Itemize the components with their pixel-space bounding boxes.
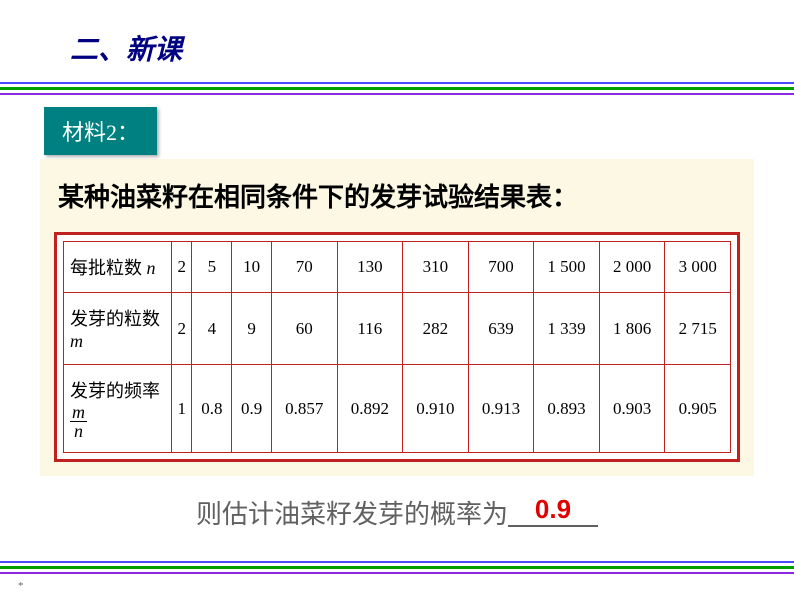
table-cell: 60 [272,293,338,365]
table-cell: 0.8 [192,365,232,453]
table-cell: 0.893 [534,365,600,453]
table-cell: 1 339 [534,293,600,365]
table-cell: 3 000 [665,242,731,293]
row-header: 发芽的粒数 m [64,293,172,365]
table-cell: 310 [403,242,469,293]
table-cell: 10 [232,242,272,293]
row-header: 每批粒数 n [64,242,172,293]
table-cell: 2 [172,293,192,365]
row-header: 发芽的频率mn [64,365,172,453]
conclusion-text: 则估计油菜籽发芽的概率为 [196,500,508,529]
table-cell: 1 500 [534,242,600,293]
footnote-star: * [18,580,24,592]
content-title: 某种油菜籽在相同条件下的发芽试验结果表： [58,177,736,214]
material-label: 材料2： [44,107,157,155]
data-table-wrap: 每批粒数 n 2 5 10 70 130 310 700 1 500 2 000… [54,232,740,462]
table-cell: 5 [192,242,232,293]
table-cell: 282 [403,293,469,365]
table-row: 发芽的频率mn 1 0.8 0.9 0.857 0.892 0.910 0.91… [64,365,731,453]
data-table: 每批粒数 n 2 5 10 70 130 310 700 1 500 2 000… [63,241,731,453]
table-row: 发芽的粒数 m 2 4 9 60 116 282 639 1 339 1 806… [64,293,731,365]
table-cell: 0.857 [272,365,338,453]
answer-blank: 0.9 [508,494,598,527]
table-cell: 4 [192,293,232,365]
table-cell: 70 [272,242,338,293]
conclusion-line: 则估计油菜籽发芽的概率为 0.9 [0,494,794,531]
table-cell: 2 [172,242,192,293]
table-cell: 2 000 [599,242,665,293]
section-title: 二、新课 [70,28,794,68]
table-cell: 0.892 [337,365,403,453]
table-cell: 1 [172,365,192,453]
table-cell: 130 [337,242,403,293]
answer-value: 0.9 [535,494,571,524]
table-cell: 1 806 [599,293,665,365]
table-cell: 639 [468,293,534,365]
table-cell: 700 [468,242,534,293]
content-panel: 某种油菜籽在相同条件下的发芽试验结果表： 每批粒数 n 2 5 10 70 13… [40,159,754,476]
header-divider [0,82,794,95]
table-cell: 0.913 [468,365,534,453]
table-cell: 116 [337,293,403,365]
table-cell: 0.903 [599,365,665,453]
table-cell: 0.905 [665,365,731,453]
footer-divider [0,561,794,574]
table-row: 每批粒数 n 2 5 10 70 130 310 700 1 500 2 000… [64,242,731,293]
table-cell: 9 [232,293,272,365]
table-cell: 2 715 [665,293,731,365]
table-cell: 0.910 [403,365,469,453]
section-header: 二、新课 [0,0,794,76]
table-cell: 0.9 [232,365,272,453]
